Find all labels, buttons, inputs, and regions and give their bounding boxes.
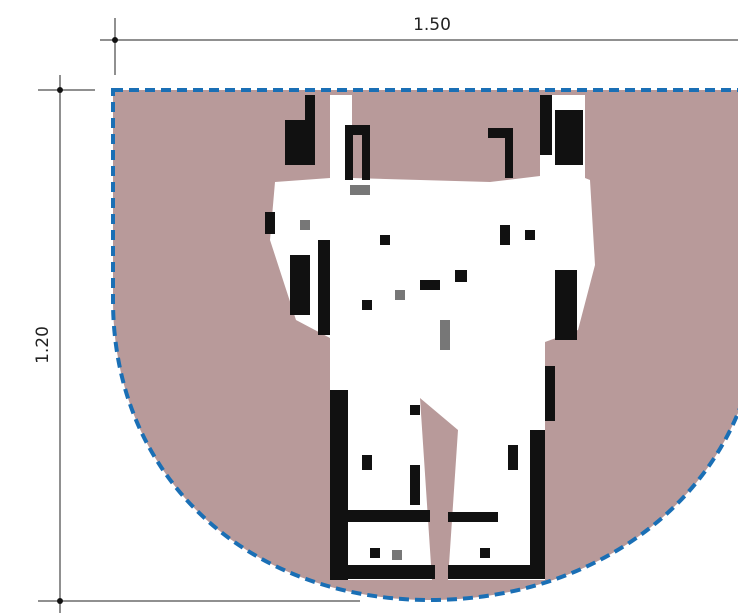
width-label: 1.50 <box>413 15 451 35</box>
figure <box>265 95 595 580</box>
height-dimension: 1.20 <box>33 75 360 613</box>
width-dimension: 1.50 <box>100 15 738 75</box>
height-label: 1.20 <box>33 326 53 364</box>
